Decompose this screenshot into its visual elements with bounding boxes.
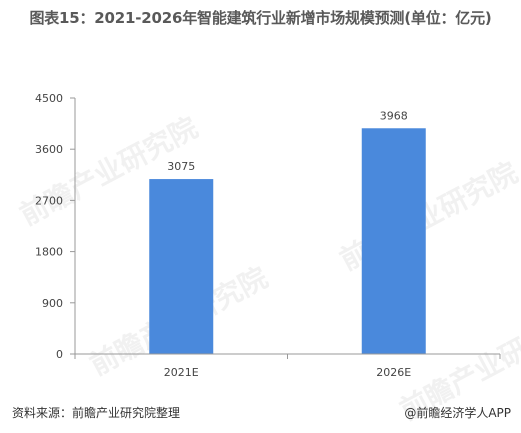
x-axis: 2021E 2026E [74,353,501,379]
x-tick-label: 2021E [164,366,199,379]
source-note: 资料来源：前瞻产业研究院整理 [12,406,181,420]
data-label: 3968 [380,109,408,122]
footer: 资料来源：前瞻产业研究院整理 @前瞻经济学人APP [12,404,511,422]
bar-series: 3075 3968 [149,109,426,354]
x-tick-label: 2026E [376,366,411,379]
y-tick-label: 900 [42,297,63,310]
y-tick-label: 4500 [35,92,63,105]
bar [149,179,214,354]
data-label: 3075 [167,160,195,173]
bar-chart: 0 900 1800 2700 3600 4500 3075 3968 2021E 2026E [35,92,501,379]
chart-title: 图表15：2021-2026年智能建筑行业新增市场规模预测(单位：亿元) [29,9,492,27]
y-tick-label: 2700 [35,194,63,207]
brand-credit: @前瞻经济学人APP [404,406,511,420]
bar [361,128,426,354]
y-tick-label: 0 [56,348,63,361]
y-tick-label: 3600 [35,143,63,156]
y-axis: 0 900 1800 2700 3600 4500 [35,92,76,361]
y-tick-label: 1800 [35,246,63,259]
